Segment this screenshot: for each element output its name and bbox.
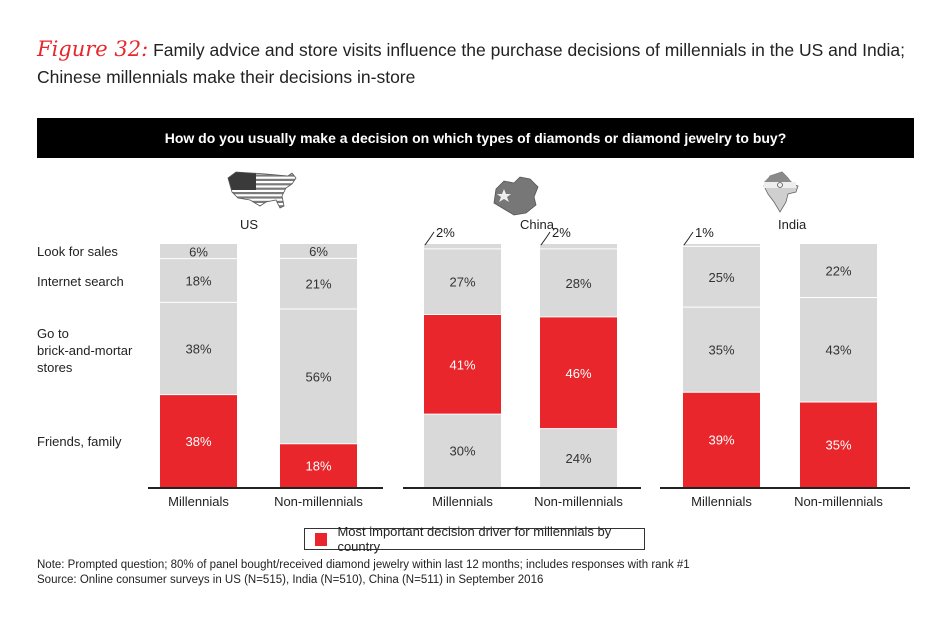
bar-segment	[683, 244, 760, 247]
bar-segment	[160, 258, 237, 303]
data-label: 28%	[565, 276, 591, 291]
category-label: Millennials	[168, 494, 229, 509]
category-label: Non-millennials	[274, 494, 363, 509]
footnotes: Note: Prompted question; 80% of panel bo…	[37, 558, 690, 587]
us-stripe	[228, 174, 296, 177]
callout-line	[424, 231, 435, 246]
us-stripe	[228, 178, 296, 181]
bar-segment	[800, 244, 877, 298]
india-top	[764, 172, 792, 182]
legend-swatch	[315, 532, 328, 546]
china-shape	[493, 176, 539, 216]
data-label: 2%	[552, 225, 571, 240]
category-label: Millennials	[432, 494, 493, 509]
data-label: 25%	[708, 270, 734, 285]
bar-segment	[683, 392, 760, 487]
data-label: 56%	[305, 369, 331, 384]
category-label: Non-millennials	[794, 494, 883, 509]
us-outline	[227, 171, 297, 209]
us-stripe	[228, 187, 296, 190]
bar-segment	[280, 443, 357, 487]
figure-title-text: Family advice and store visits influence…	[37, 40, 905, 87]
data-label: 39%	[708, 433, 734, 448]
data-label: 21%	[305, 277, 331, 292]
figure-title: Figure 32: Family advice and store visit…	[37, 36, 937, 91]
row-label: Internet search	[37, 274, 124, 289]
callout-line	[540, 231, 551, 246]
india-band	[764, 182, 796, 188]
callout-line	[683, 231, 694, 246]
figure-label: Figure 32:	[37, 37, 149, 61]
india-wheel	[777, 182, 783, 188]
data-label: 38%	[185, 434, 211, 449]
us-stripe	[228, 196, 296, 199]
bar-segment	[160, 394, 237, 487]
us-stripe	[228, 192, 296, 195]
bar-segment	[800, 297, 877, 402]
bar-segment	[683, 307, 760, 393]
row-label: Go to	[37, 326, 69, 341]
bar-segment	[683, 246, 760, 308]
us-stripe	[228, 200, 296, 203]
note-text: Note: Prompted question; 80% of panel bo…	[37, 559, 690, 571]
us-flag-map-icon	[227, 171, 297, 209]
legend: Most important decision driver for mille…	[304, 524, 645, 554]
bar-segment	[424, 244, 501, 249]
data-label: 27%	[449, 275, 475, 290]
country-label: India	[778, 217, 807, 232]
india-flag-map-icon	[763, 171, 799, 213]
china-flag-map-icon	[493, 176, 539, 216]
us-canton	[228, 172, 256, 190]
us-stripe	[228, 205, 296, 208]
source-text: Source: Online consumer surveys in US (N…	[37, 573, 544, 586]
data-label: 30%	[449, 444, 475, 459]
category-label: Millennials	[691, 494, 752, 509]
data-label: 6%	[189, 244, 208, 259]
bar-segment	[280, 244, 357, 259]
country-label: US	[240, 217, 258, 232]
data-label: 46%	[565, 366, 591, 381]
bar-segment	[424, 414, 501, 487]
data-label: 6%	[309, 244, 328, 259]
row-label: brick-and-mortar	[37, 343, 133, 358]
data-label: 18%	[185, 273, 211, 288]
bar-segment	[800, 401, 877, 487]
bar-segment	[540, 428, 617, 487]
legend-label: Most important decision driver for mille…	[337, 524, 612, 554]
row-label: stores	[37, 360, 73, 375]
bar-segment	[424, 248, 501, 315]
row-label: Friends, family	[37, 434, 122, 449]
bar-segment	[160, 244, 237, 259]
category-label: Non-millennials	[534, 494, 623, 509]
china-star	[497, 189, 511, 202]
row-label: Look for sales	[37, 244, 118, 259]
data-label: 43%	[825, 343, 851, 358]
bar-segment	[540, 248, 617, 317]
data-label: 2%	[436, 225, 455, 240]
bar-segment	[280, 308, 357, 444]
data-label: 41%	[449, 357, 475, 372]
bar-segment	[280, 258, 357, 309]
data-label: 38%	[185, 341, 211, 356]
bar-segment	[160, 302, 237, 395]
data-label: 18%	[305, 458, 331, 473]
data-label: 35%	[825, 437, 851, 452]
data-label: 24%	[565, 451, 591, 466]
question-banner: How do you usually make a decision on wh…	[37, 118, 914, 158]
country-label: China	[520, 217, 555, 232]
bar-segment	[540, 244, 617, 249]
data-label: 1%	[695, 225, 714, 240]
data-label: 22%	[825, 264, 851, 279]
us-stripe	[228, 183, 296, 186]
bar-segment	[424, 314, 501, 415]
bar-segment	[540, 316, 617, 429]
data-label: 35%	[708, 343, 734, 358]
